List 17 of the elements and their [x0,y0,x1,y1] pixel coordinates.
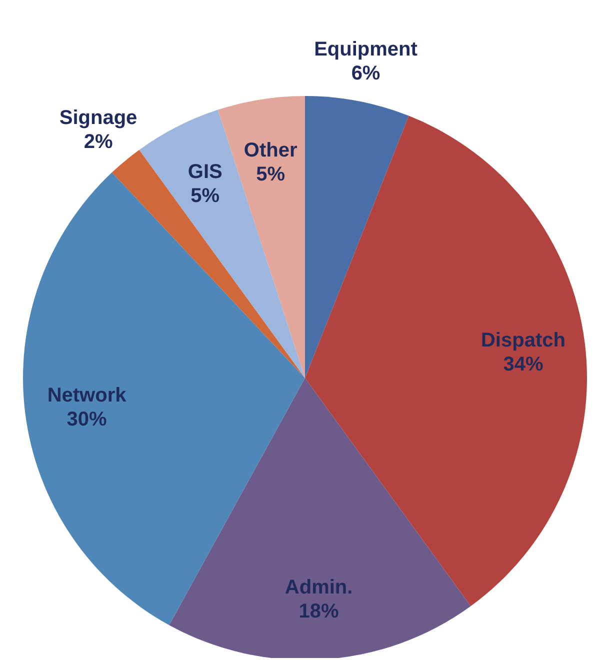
pie-slice [169,378,471,658]
data-label: 6% [351,62,380,84]
data-label: 18% [298,600,340,623]
slice-label: Dispatch [480,329,566,352]
data-label: 34% [503,353,544,376]
pie-slice [139,110,305,378]
data-label: 5% [256,164,286,186]
slice-label: Admin. [284,576,353,599]
data-label: 30% [66,408,108,431]
slice-label: Signage [59,107,138,130]
slice-label: Other [244,140,298,162]
slice-label: GIS [188,161,222,184]
slice-label: Equipment [314,38,418,60]
slice-label: Network [47,384,128,407]
data-label: 2% [84,131,113,154]
pie-slice [305,96,409,378]
data-label: 5% [190,185,220,208]
